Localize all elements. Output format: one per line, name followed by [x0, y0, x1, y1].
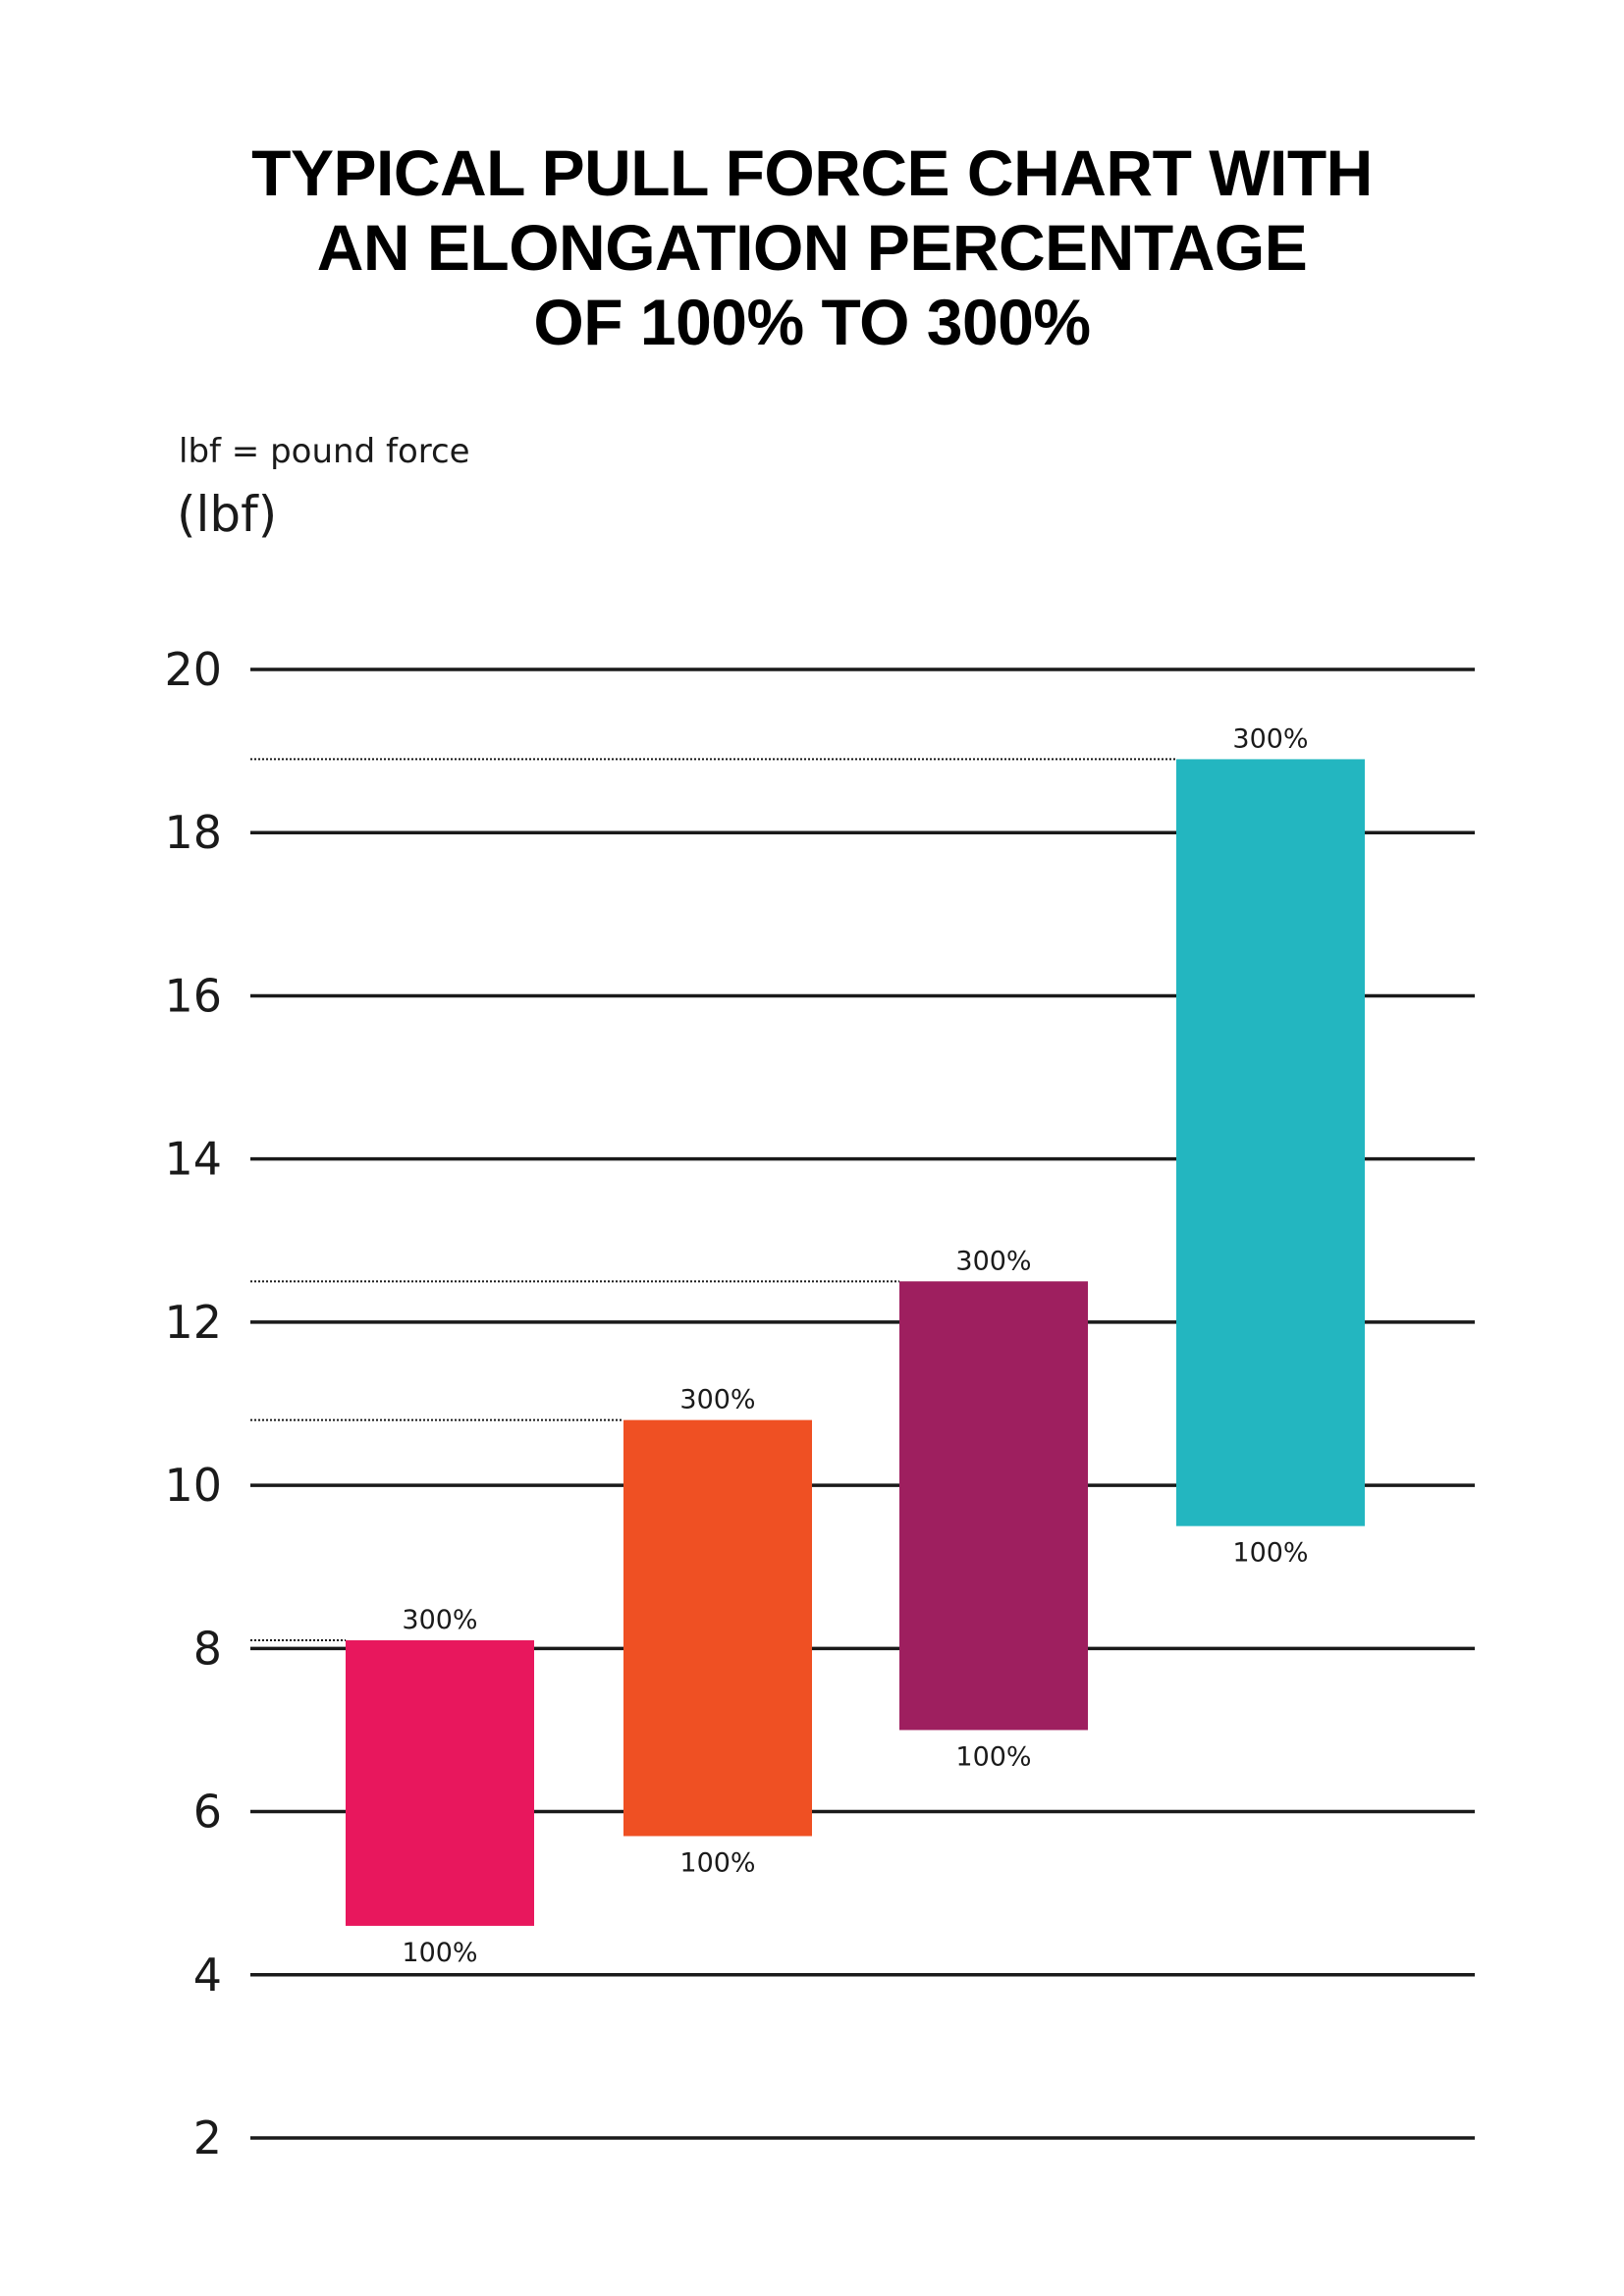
y-tick-label-18: 18: [164, 806, 222, 859]
y-tick-label-14: 14: [164, 1133, 222, 1186]
bar-2-low-label: 100%: [679, 1847, 755, 1878]
y-tick-label-6: 6: [193, 1786, 222, 1839]
bar-1-low-label: 100%: [402, 1938, 477, 1968]
bar-1-high-label: 300%: [402, 1605, 477, 1635]
chart-title-line-1: TYPICAL PULL FORCE CHART WITH: [251, 136, 1373, 209]
bar-layer: [346, 759, 1365, 1926]
guide-layer: [250, 758, 1176, 1642]
chart-title-line-3: OF 100% TO 300%: [533, 286, 1091, 358]
y-tick-label-20: 20: [164, 643, 222, 696]
bar-4: [1176, 759, 1365, 1526]
label-layer: 2 4 6 8 10 12 14 16 18 20 300% 100% 300% 100% 300% 100%…: [164, 643, 1308, 2164]
bar-4-low-label: 100%: [1232, 1538, 1308, 1569]
bar-3-low-label: 100%: [955, 1741, 1031, 1772]
bar-3: [899, 1281, 1088, 1731]
bar-1: [346, 1640, 534, 1926]
chart-title-line-2: AN ELONGATION PERCENTAGE: [316, 211, 1308, 284]
y-tick-label-4: 4: [193, 1949, 222, 2002]
unit-note: lbf = pound force: [179, 432, 470, 471]
bar-2: [623, 1419, 812, 1837]
y-axis-unit-label: (lbf): [177, 486, 278, 543]
y-tick-label-2: 2: [193, 2111, 222, 2164]
bar-2-high-label: 300%: [679, 1385, 755, 1415]
y-tick-label-8: 8: [193, 1622, 222, 1675]
bar-4-high-label: 300%: [1232, 723, 1308, 754]
bar-3-high-label: 300%: [955, 1246, 1031, 1276]
chart-title: TYPICAL PULL FORCE CHART WITH AN ELONGAT…: [0, 135, 1624, 359]
y-tick-label-12: 12: [164, 1296, 222, 1349]
y-tick-label-10: 10: [164, 1459, 222, 1512]
y-tick-label-16: 16: [164, 969, 222, 1022]
